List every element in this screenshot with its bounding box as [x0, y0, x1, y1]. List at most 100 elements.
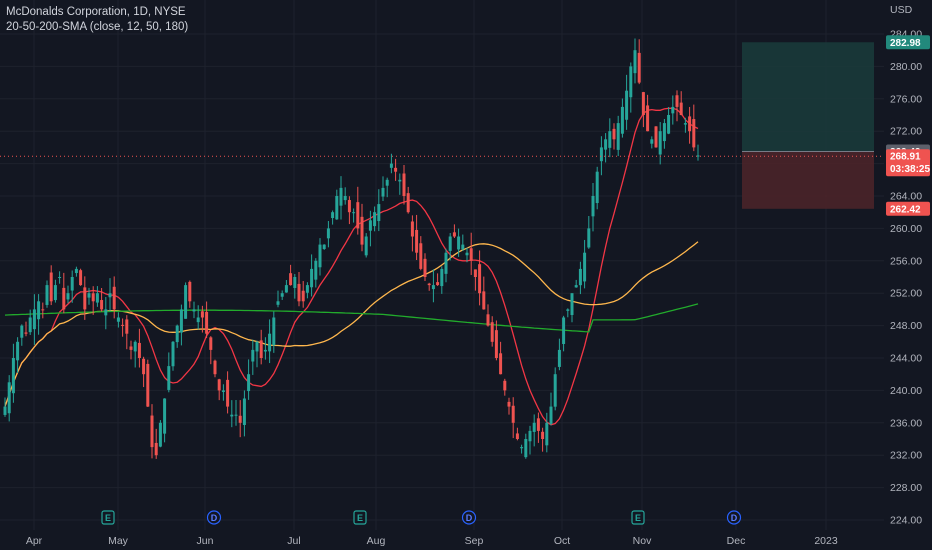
candle-body [667, 115, 671, 134]
candle-body [95, 293, 99, 303]
dividend-marker-letter: D [211, 513, 218, 523]
candle-body [591, 196, 595, 217]
candle-body [629, 66, 633, 98]
candle-body [515, 433, 519, 439]
candle-body [70, 277, 74, 291]
candle-body [444, 252, 448, 274]
candle-body [200, 311, 204, 318]
x-tick-label: Dec [727, 535, 746, 547]
candle-body [658, 131, 662, 155]
candle-body [192, 309, 196, 312]
candle-body [53, 285, 57, 301]
candle-body [679, 102, 683, 115]
dividend-icon: D [206, 510, 222, 525]
earnings-marker-letter: E [357, 513, 363, 523]
earnings-marker-letter: E [105, 513, 111, 523]
candle-body [163, 398, 167, 434]
candle-body [125, 319, 129, 334]
candle-body [448, 236, 452, 251]
candle-body [520, 447, 524, 449]
candle-body [112, 286, 116, 310]
candle-body [641, 92, 645, 115]
candle-body [662, 123, 666, 142]
candle-body [511, 405, 515, 423]
symbol-title[interactable]: McDonalds Corporation, 1D, NYSE [6, 6, 186, 18]
candle-body [406, 193, 410, 213]
candle-body [356, 202, 360, 229]
earnings-icon: E [101, 510, 115, 525]
dividend-marker-circle [726, 510, 742, 525]
candle-body [654, 126, 658, 148]
candle-body [604, 139, 608, 150]
y-tick-label: 240.00 [890, 385, 922, 397]
x-tick-label: Apr [26, 535, 43, 547]
candle-body [171, 341, 175, 367]
y-tick-label: 228.00 [890, 482, 922, 494]
candle-body [230, 414, 234, 417]
candle-body [410, 221, 414, 237]
y-tick-label: 232.00 [890, 450, 922, 462]
candle-body [238, 415, 242, 423]
candle-body [482, 291, 486, 310]
candle-body [419, 243, 423, 269]
candle-body [675, 95, 679, 107]
candle-body [100, 300, 104, 310]
candle-body [11, 358, 15, 394]
candle-body [41, 309, 45, 311]
candle-body [79, 270, 83, 286]
candle-body [620, 106, 624, 134]
candle-body [146, 363, 150, 407]
candle-body [562, 317, 566, 344]
candle-body [599, 147, 603, 162]
candle-body [377, 204, 381, 222]
y-tick-label: 280.00 [890, 61, 922, 73]
candle-body [671, 106, 675, 114]
y-tick-label: 276.00 [890, 93, 922, 105]
candle-body [3, 406, 7, 415]
x-tick-label: Sep [465, 535, 484, 547]
earnings-marker-letter: E [635, 513, 641, 523]
candle-body [314, 260, 318, 280]
earnings-marker-box [101, 510, 115, 525]
candle-body [394, 167, 398, 172]
candle-body [398, 179, 402, 182]
candle-body [389, 163, 393, 168]
candle-body [142, 358, 146, 375]
candle-body [423, 258, 427, 277]
candle-body [490, 322, 494, 342]
candle-body [133, 341, 137, 352]
candle-body [276, 301, 280, 305]
time-axis[interactable]: Apr May Jun Jul Aug Sep Oct Nov Dec 2023 [26, 535, 838, 547]
price-axis[interactable]: USD 224.00 228.00 232.00 236.00 240.00 244.00 2… [890, 4, 922, 527]
candle-body [87, 293, 91, 298]
candle-body [633, 50, 637, 74]
x-tick-label: Nov [633, 535, 652, 547]
stop-zone [742, 151, 874, 209]
candle-body [16, 341, 20, 361]
candle-body [688, 116, 692, 132]
candle-body [595, 171, 599, 204]
candle-body [541, 431, 545, 439]
earnings-icon: E [631, 510, 645, 525]
dividend-icon: D [726, 510, 742, 525]
candle-body [251, 349, 255, 362]
target-zone [742, 42, 874, 152]
candle-body [293, 277, 297, 288]
candle-body [637, 52, 641, 83]
candle-body [553, 374, 557, 407]
candle-body [158, 422, 162, 447]
x-tick-label: May [108, 535, 129, 547]
indicator-label[interactable]: 20-50-200-SMA (close, 12, 50, 180) [6, 21, 189, 33]
y-tick-label: 244.00 [890, 353, 922, 365]
candle-body [427, 283, 431, 286]
x-tick-label: Jul [287, 535, 300, 547]
candle-body [486, 314, 490, 326]
candle-body [465, 252, 469, 256]
candle-body [578, 268, 582, 286]
candle-body [116, 317, 120, 322]
candle-body [154, 442, 158, 456]
y-tick-label: 252.00 [890, 288, 922, 300]
